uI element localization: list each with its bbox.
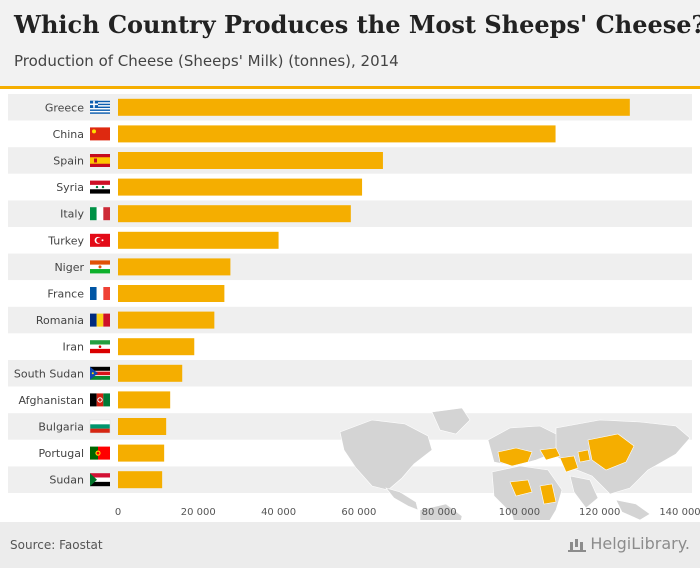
category-label: Greece [45,101,84,114]
sudan-flag-icon [90,473,110,487]
chart-row: South Sudan [8,360,692,387]
chart-row: Italy [8,200,692,227]
row-background [8,333,692,360]
map-highlight-afghanistan [577,449,591,463]
category-label: Niger [54,261,84,274]
map-highlight-turkey [539,447,561,461]
chart-row: Niger [8,253,692,281]
x-tick-label: 60 000 [341,507,376,518]
bar-chart: Greece China Spain Syria Italy Turkey Niger Fra… [8,94,700,520]
bar [118,364,183,382]
category-label: China [53,128,84,141]
accent-line [0,86,700,89]
bar [118,98,630,116]
row-background [8,253,692,281]
map-highlight-iran [559,455,579,473]
map-highlight-europe [497,447,533,467]
chart-row: Greece [8,94,692,121]
chart-footer [0,522,700,568]
category-label: Afghanistan [19,394,85,407]
category-label: Turkey [47,234,84,247]
x-tick-label: 120 000 [579,507,620,518]
brand-logo: HelgiLibrary. [568,534,690,553]
niger-flag-icon [90,260,110,274]
bar [118,258,231,276]
map-north-america [339,419,433,491]
chart-row: Spain [8,147,692,174]
x-tick-label: 100 000 [499,507,540,518]
category-label: Spain [53,155,84,168]
bar [118,418,167,435]
turkey-flag-icon [90,233,110,247]
chart-subtitle: Production of Cheese (Sheeps' Milk) (ton… [14,52,399,70]
map-greenland [431,407,471,435]
south-sudan-flag-icon [90,366,110,380]
bar [118,391,171,409]
chart-row: Iran [8,333,692,360]
world-map-illustration [339,407,691,520]
category-label: France [47,288,84,301]
category-label: Bulgaria [38,421,84,434]
china-flag-icon [90,127,110,141]
x-tick-label: 40 000 [261,507,296,518]
category-label: Portugal [38,447,84,460]
map-highlight-sudan [539,483,557,505]
spain-flag-icon [90,154,110,167]
chart-header: Which Country Produces the Most Sheeps' … [0,0,700,88]
chart-row: Romania [8,306,692,334]
row-background [8,306,692,334]
bar [118,152,383,169]
category-label: Sudan [49,474,84,487]
chart-row: Syria [8,173,692,201]
bar [118,285,225,302]
x-tick-label: 20 000 [181,507,216,518]
brand-name: HelgiLibrary. [590,534,690,553]
category-label: Romania [36,314,84,327]
bar [118,311,215,329]
library-building-icon [568,536,587,552]
map-se-asia [615,499,651,520]
source-note: Source: Faostat [10,538,103,552]
map-highlight-niger [509,479,533,497]
romania-flag-icon [90,313,110,327]
france-flag-icon [90,287,110,300]
bar [118,471,163,489]
category-label: Italy [60,208,84,221]
category-label: Iran [63,341,85,354]
row-background [8,227,692,254]
x-tick-label: 0 [115,507,121,518]
bar [118,178,363,196]
bar [118,125,556,143]
chart-row: France [8,280,692,307]
bar [118,205,351,223]
syria-flag-icon [90,180,110,194]
chart-row: China [8,120,692,148]
iran-flag-icon [90,340,110,354]
map-india [569,475,599,509]
category-label: South Sudan [14,367,84,380]
afghanistan-flag-icon [90,393,110,407]
greece-flag-icon [90,100,110,114]
bar [118,338,195,356]
map-central-america [385,487,419,511]
x-tick-label: 140 000 [659,507,700,518]
bulgaria-flag-icon [89,419,111,434]
bar [118,231,279,249]
x-tick-label: 80 000 [422,507,457,518]
category-label: Syria [56,181,84,194]
map-south-america [419,503,463,520]
row-background [8,386,692,414]
map-highlight-china [587,433,635,471]
chart-title: Which Country Produces the Most Sheeps' … [14,10,700,39]
row-background [8,280,692,307]
bar [118,444,165,462]
portugal-flag-icon [90,446,110,460]
chart-row: Turkey [8,227,692,254]
row-background [8,360,692,387]
chart-row: Afghanistan [8,386,692,414]
italy-flag-icon [90,207,110,221]
